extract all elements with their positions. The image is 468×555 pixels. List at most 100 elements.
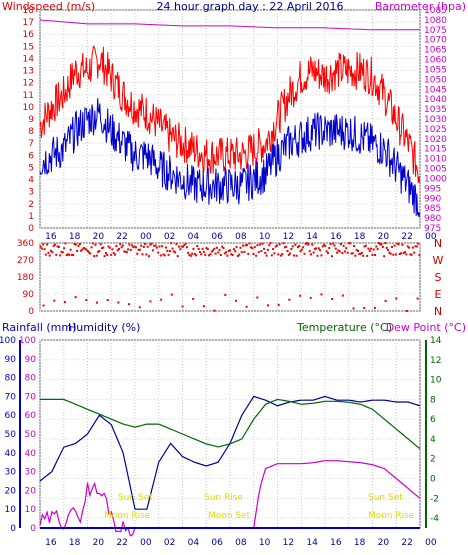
rainfall-tick-8: 80 — [5, 374, 17, 384]
direction-point — [336, 251, 339, 254]
direction-point — [114, 253, 117, 256]
windspeed-tick-13: 13 — [23, 67, 34, 77]
direction-point — [376, 248, 379, 251]
direction-point — [380, 243, 383, 246]
direction-point — [351, 252, 354, 255]
direction-point — [256, 296, 259, 299]
direction-point — [117, 301, 120, 304]
direction-point — [108, 246, 111, 249]
temperature-tick-4: 4 — [430, 435, 436, 445]
barometer-line — [39, 19, 420, 31]
direction-point — [148, 255, 151, 258]
direction-point — [343, 250, 346, 253]
direction-point — [307, 243, 310, 246]
direction-point — [385, 246, 388, 249]
direction-point — [373, 254, 376, 257]
direction-point — [67, 253, 70, 256]
direction-point — [116, 249, 119, 252]
direction-point — [191, 252, 194, 255]
direction-point — [215, 246, 218, 249]
rainfall-tick-6: 60 — [5, 411, 17, 421]
temperature-tick-8: 12 — [430, 356, 441, 366]
barometer-tick-0: 975 — [424, 224, 441, 234]
direction-point — [47, 251, 50, 254]
direction-point — [55, 253, 58, 256]
direction-point — [288, 298, 291, 301]
wind-xtick-3: 22 — [116, 232, 127, 242]
direction-point — [368, 249, 371, 252]
direction-point — [347, 242, 350, 245]
direction-point — [192, 247, 195, 250]
annotation-moon-set: Moon Set — [208, 511, 251, 521]
direction-point — [245, 243, 248, 246]
direction-point — [300, 248, 303, 251]
barometer-tick-22: 1085 — [424, 6, 447, 16]
direction-point — [255, 254, 258, 257]
direction-point — [193, 252, 196, 255]
direction-point — [171, 247, 174, 250]
direction-point — [144, 242, 147, 245]
direction-point — [117, 247, 120, 250]
grid-lines — [19, 9, 427, 528]
direction-point — [226, 254, 229, 257]
direction-point — [145, 253, 148, 256]
direction-point — [69, 248, 72, 251]
direction-point — [86, 249, 89, 252]
direction-point — [42, 304, 45, 307]
direction-point — [353, 244, 356, 247]
direction-point — [354, 254, 357, 257]
direction-point — [345, 247, 348, 250]
direction-point — [406, 245, 409, 248]
direction-tick-2: 180 — [17, 273, 34, 283]
direction-point — [89, 252, 92, 255]
direction-point — [208, 254, 211, 257]
direction-point — [309, 253, 312, 256]
direction-point — [232, 248, 235, 251]
direction-point — [77, 244, 80, 247]
temp-xtick-6: 04 — [188, 538, 200, 548]
direction-point — [253, 246, 256, 249]
temp-xtick-9: 10 — [259, 538, 271, 548]
direction-point — [60, 250, 63, 253]
direction-point — [363, 245, 366, 248]
humidity-tick-2: 20 — [25, 486, 37, 496]
direction-point — [158, 245, 161, 248]
direction-point — [402, 252, 405, 255]
direction-point — [210, 250, 213, 253]
direction-point — [213, 309, 216, 312]
direction-point — [229, 249, 231, 252]
compass-label-3: E — [435, 288, 442, 301]
direction-point — [189, 254, 192, 257]
direction-point — [46, 243, 49, 246]
direction-point — [73, 243, 76, 246]
direction-point — [324, 244, 327, 247]
direction-point — [110, 253, 113, 256]
direction-point — [164, 246, 167, 249]
barometer-tick-12: 1035 — [424, 105, 447, 115]
direction-point — [181, 305, 184, 308]
direction-point — [370, 247, 373, 250]
direction-point — [197, 247, 200, 250]
direction-point — [184, 242, 187, 245]
direction-point — [235, 245, 238, 248]
direction-point — [128, 243, 131, 246]
direction-point — [195, 254, 198, 257]
rainfall-axis-label: Rainfall (mm) — [2, 321, 76, 334]
direction-point — [100, 247, 103, 250]
humidity-tick-0: 0 — [30, 524, 36, 534]
direction-point — [59, 254, 62, 257]
wind-xtick-8: 08 — [235, 232, 247, 242]
wind-xtick-4: 00 — [140, 232, 152, 242]
direction-point — [99, 243, 102, 246]
direction-point — [209, 253, 212, 256]
direction-point — [133, 245, 136, 248]
temp-xtick-4: 00 — [140, 538, 152, 548]
direction-point — [187, 251, 190, 254]
direction-point — [349, 242, 352, 245]
wind-xtick-13: 18 — [354, 232, 366, 242]
direction-point — [296, 246, 299, 249]
direction-tick-0: 0 — [28, 307, 34, 317]
direction-point — [323, 243, 326, 246]
barometer-tick-6: 1005 — [424, 165, 447, 175]
direction-point — [273, 252, 276, 255]
